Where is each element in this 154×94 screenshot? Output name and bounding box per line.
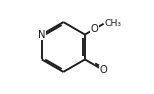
Text: O: O	[90, 24, 98, 34]
Text: N: N	[38, 30, 46, 40]
Text: O: O	[100, 65, 107, 75]
Text: CH₃: CH₃	[104, 19, 121, 28]
